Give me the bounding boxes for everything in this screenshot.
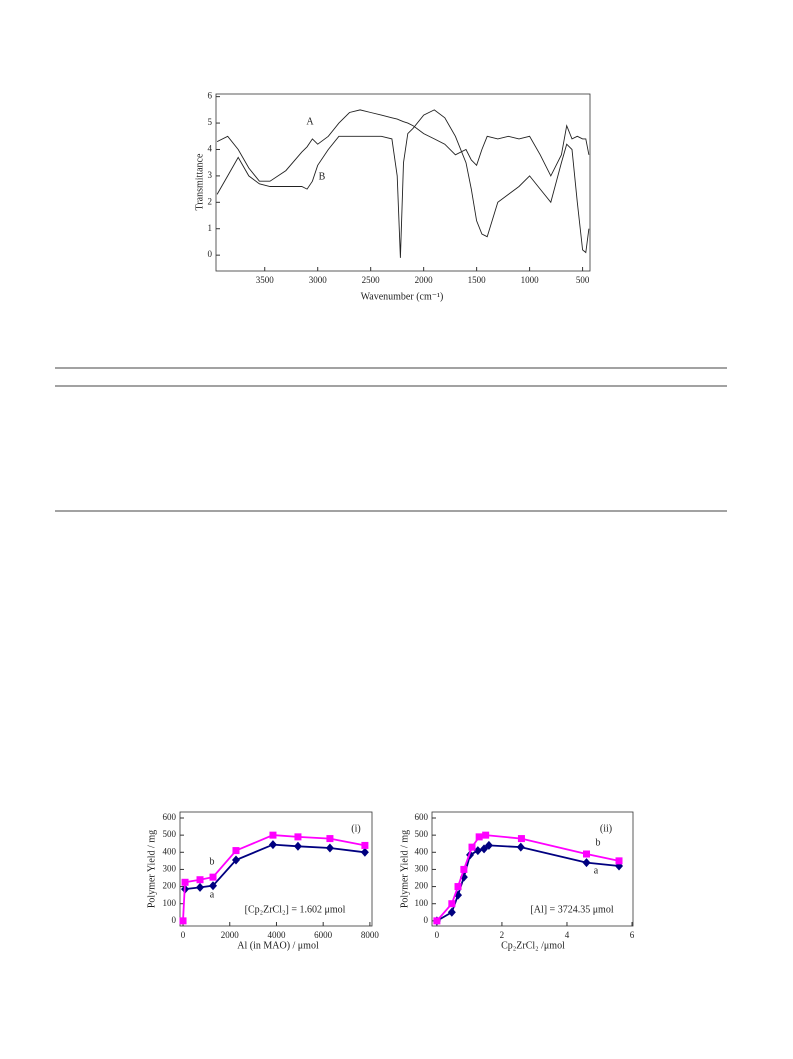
marker [326,835,334,843]
series-line [436,834,620,922]
marker [196,876,204,884]
x-tick-label: 8000 [361,930,380,940]
marker [582,858,591,868]
marker [475,833,483,841]
annotation: a [594,865,599,876]
marker [269,831,277,839]
marker [209,873,217,881]
x-tick-label: 1500 [468,275,487,285]
y-tick-label: 300 [415,863,429,873]
x-tick-label: 2 [500,930,505,940]
marker [582,850,590,858]
series-label: A [306,116,314,127]
marker [460,865,468,873]
y-tick-label: 0 [424,915,429,925]
y-tick-label: 100 [415,898,429,908]
y-tick-label: 600 [163,812,177,822]
x-tick-label: 1000 [521,275,540,285]
annotation: b [210,856,215,867]
marker [433,917,441,925]
x-axis-title: Wavenumber (cm⁻¹) [361,291,444,302]
marker [325,843,334,853]
x-tick-label: 4 [565,930,570,940]
y-tick-label: 500 [163,829,177,839]
y-tick-label: 0 [208,249,213,259]
y-tick-label: 600 [415,812,429,822]
y-axis-title: Transmittance [194,153,205,210]
marker [293,841,302,851]
annotation: [Cp₂ZrCl₂] = 1.602 μmol [245,904,346,915]
y-tick-label: 4 [208,144,213,154]
marker [448,900,456,908]
y-tick-label: 1 [208,223,213,233]
x-tick-label: 3000 [309,275,328,285]
y-tick-label: 3 [208,170,213,180]
y-tick-label: 400 [415,846,429,856]
y-tick-label: 6 [208,91,213,101]
marker [181,878,189,886]
y-tick-label: 200 [415,881,429,891]
x-tick-label: 2500 [362,275,381,285]
marker [232,847,240,855]
y-tick-label: 2 [208,196,213,206]
x-tick-label: 2000 [221,930,240,940]
x-tick-label: 2000 [415,275,434,285]
x-tick-label: 6000 [314,930,333,940]
y-tick-label: 400 [163,846,177,856]
marker [294,833,302,841]
x-tick-label: 0 [435,930,440,940]
marker [482,831,490,839]
marker [360,847,369,857]
marker [361,841,369,849]
y-tick-label: 500 [415,829,429,839]
x-axis-title: Cp₂ZrCl₂ /μmol [501,940,565,951]
annotation: b [596,837,601,848]
y-tick-label: 0 [172,915,177,925]
marker [516,842,525,852]
x-tick-label: 500 [576,275,590,285]
x-tick-label: 3500 [256,275,275,285]
marker [231,855,240,865]
marker [209,881,218,891]
x-axis-title: Al (in MAO) / μmol [237,940,319,951]
y-axis-title: Polymer Yield / mg [146,830,157,908]
marker [447,907,456,917]
marker [196,882,205,892]
annotation: a [210,889,215,900]
marker [268,840,277,850]
y-tick-label: 300 [163,863,177,873]
marker [615,857,623,865]
y-axis-title: Polymer Yield / mg [399,830,410,908]
plot-frame [215,93,591,272]
annotation: (ii) [600,823,612,834]
series-line [216,109,590,182]
x-tick-label: 6 [630,930,635,940]
marker [179,917,187,925]
series-line [216,109,590,258]
marker [473,846,482,856]
y-tick-label: 200 [163,881,177,891]
series-label: B [319,171,326,182]
x-tick-label: 4000 [267,930,286,940]
y-tick-label: 5 [208,117,213,127]
annotation: (i) [351,823,360,834]
marker [454,883,462,891]
marker [484,840,493,850]
y-tick-label: 100 [163,898,177,908]
annotation: [Al] = 3724.35 μmol [530,904,613,915]
x-tick-label: 0 [181,930,186,940]
marker [468,843,476,851]
marker [517,835,525,843]
